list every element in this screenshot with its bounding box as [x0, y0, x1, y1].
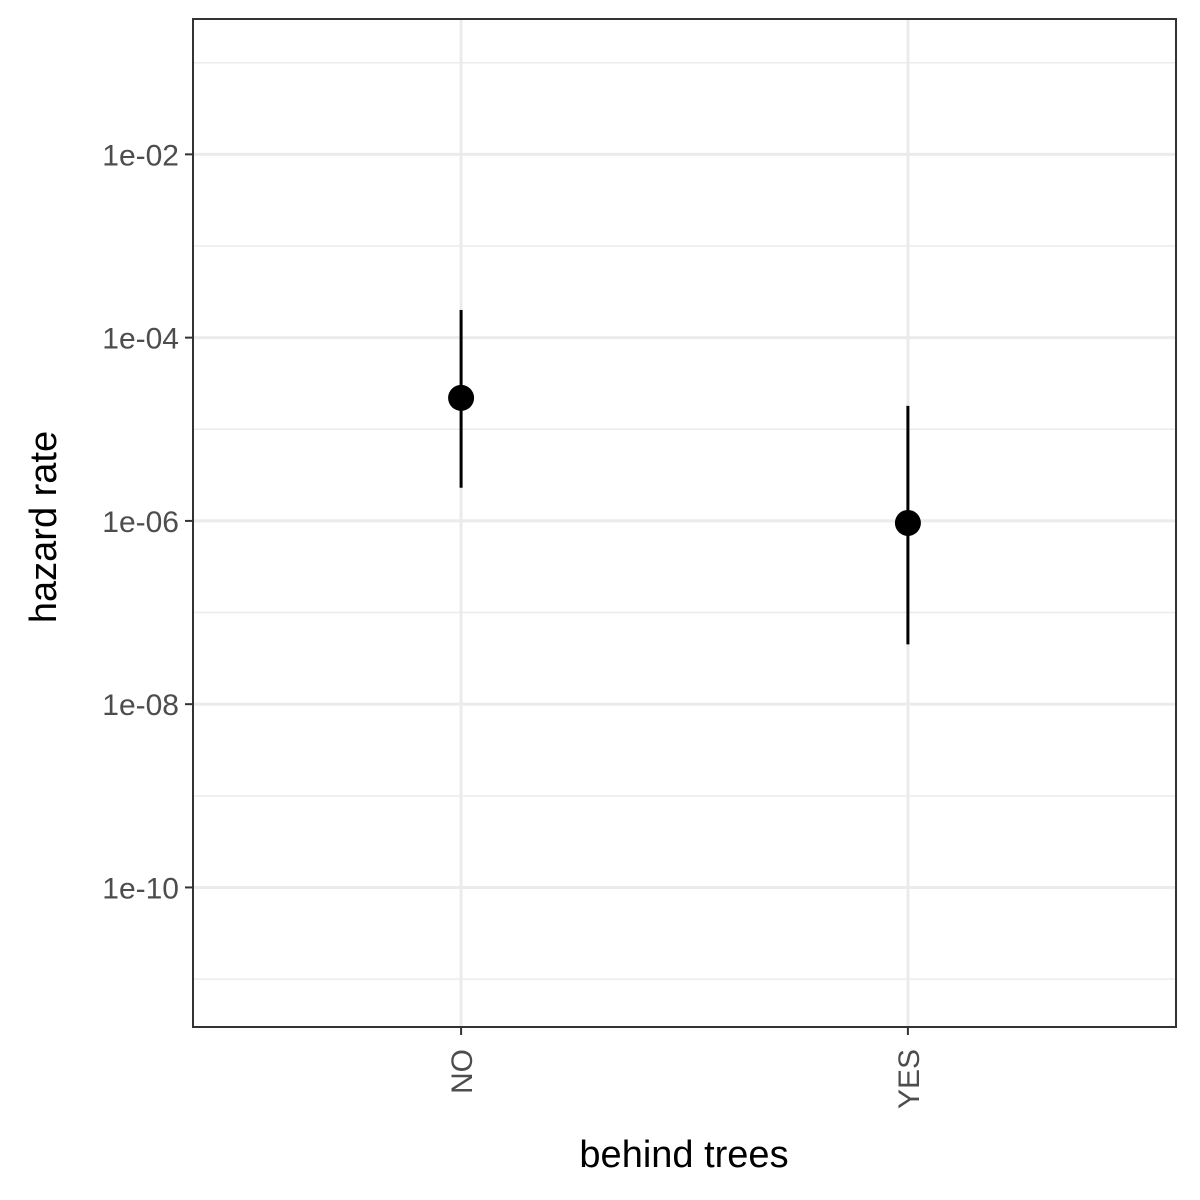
y-tick-label: 1e-02: [102, 139, 179, 172]
y-tick-label: 1e-06: [102, 506, 179, 539]
data-point-yes: [894, 509, 921, 536]
x-tick-label: NO: [446, 1049, 479, 1094]
data-layer: [448, 310, 921, 645]
axis-layer: 1e-10 1e-08 1e-06 1e-04 1e-02 NO YES: [102, 139, 926, 1109]
y-tick-label: 1e-10: [102, 872, 179, 905]
y-axis-title: hazard rate: [23, 431, 65, 623]
panel-border: [192, 18, 1177, 1028]
y-tick-label: 1e-04: [102, 323, 179, 356]
x-axis-title: behind trees: [579, 1134, 788, 1176]
data-point-no: [448, 384, 475, 411]
y-tick-label: 1e-08: [102, 689, 179, 722]
x-tick-label: YES: [893, 1049, 926, 1109]
